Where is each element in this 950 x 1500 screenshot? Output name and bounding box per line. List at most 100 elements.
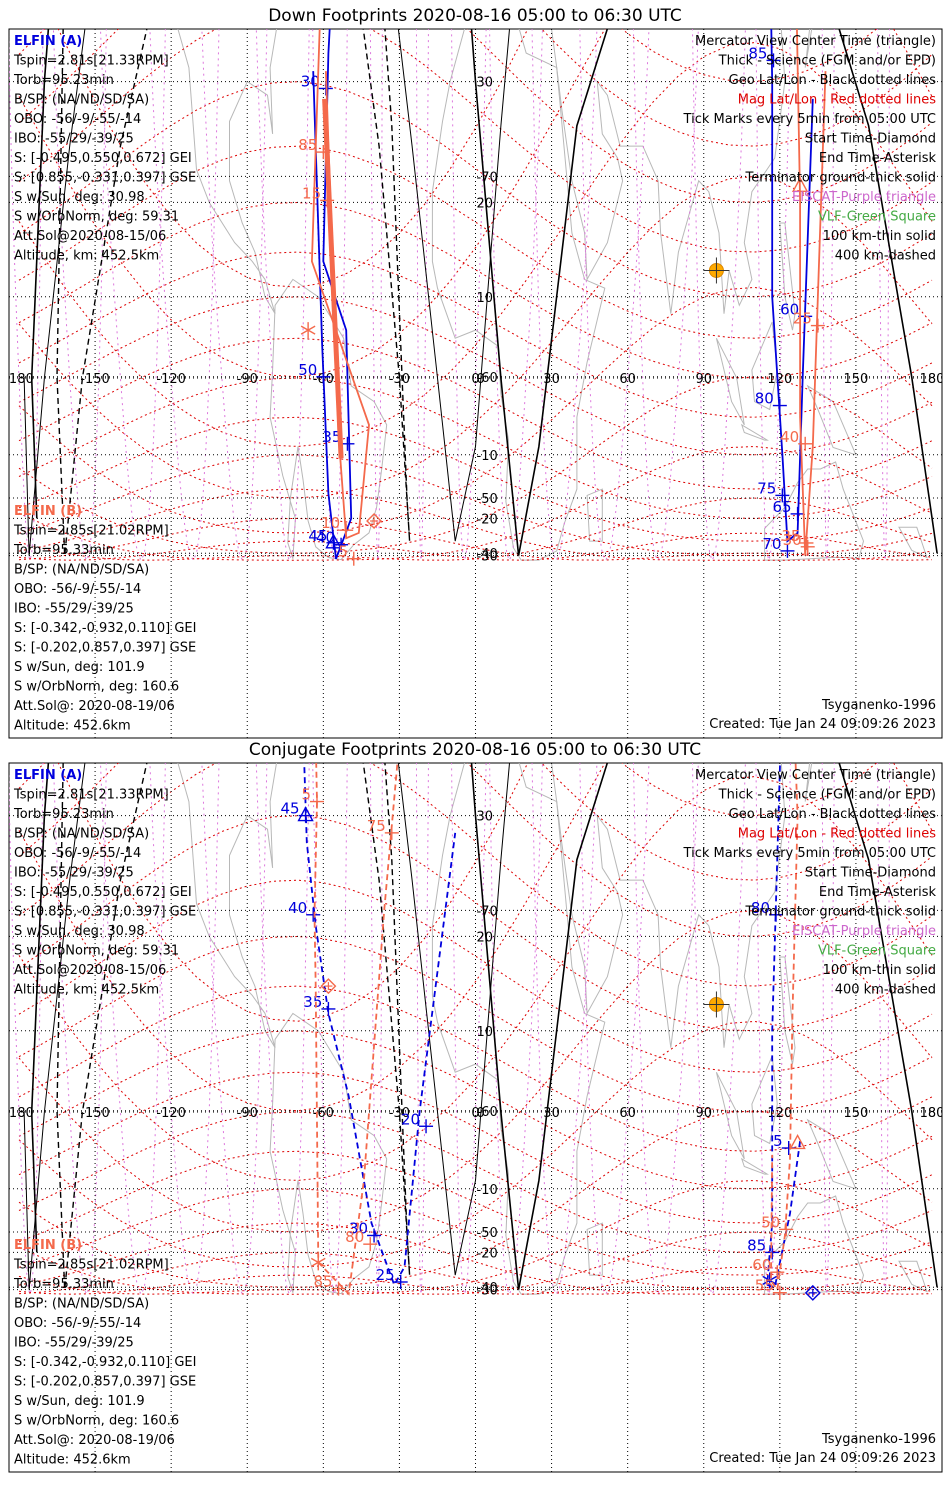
elfin-a-info-line: Att.Sol@2020-08-15/06: [14, 963, 166, 978]
coastline: [431, 29, 606, 561]
elfin-a-tick-label: 45: [280, 800, 299, 818]
elfin-a-info-line: OBO: -56/-9/-55/-14: [14, 846, 141, 861]
legend-line: Mag Lat/Lon - Red dotted lines: [738, 827, 936, 842]
elfin-b-tick-label: 10: [321, 514, 340, 532]
legend-line: Tick Marks every 5min from 05:00 UTC: [683, 112, 936, 127]
elfin-b-tick-label: 5: [338, 543, 348, 561]
legend-line: Mercator View Center Time (triangle): [695, 34, 936, 49]
lon-tick-label: -150: [80, 372, 110, 387]
legend-line: Tick Marks every 5min from 05:00 UTC: [683, 846, 936, 861]
lat-tick-label: -50: [477, 1226, 498, 1241]
lat-tick-label: -70: [477, 170, 498, 185]
elfin-b-info-line: S: [-0.202,0.857,0.397] GSE: [14, 1375, 196, 1390]
legend-line: Thick - Science (FGM and/or EPD): [718, 54, 936, 69]
elfin-a-center-triangle: [297, 806, 314, 822]
elfin-b-track: [310, 29, 370, 540]
lon-tick-label: 90: [695, 1106, 712, 1121]
elfin-b-center-triangle: [791, 176, 809, 192]
lon-tick-label: -30: [389, 1106, 410, 1121]
elfin-b-track: [313, 763, 399, 1296]
lon-tick-label: 0: [471, 1106, 479, 1121]
elfin-a-tick-label: 30: [349, 1219, 368, 1237]
elfin-a-info-line: S w/Sun, deg: 30.98: [14, 924, 145, 939]
elfin-b-tick-label: 35: [781, 527, 800, 545]
lat-tick-label: 0: [477, 372, 485, 387]
terminator-100km: [30, 763, 938, 1290]
legend-line: Terminator ground-thick solid: [745, 905, 937, 920]
lon-tick-label: -60: [313, 1106, 334, 1121]
lat-tick-label: -60: [477, 1105, 498, 1120]
elfin-b-header: ELFIN (B): [14, 504, 82, 519]
lon-tick-label: -120: [156, 372, 186, 387]
coastline: [551, 763, 786, 1048]
lon-tick-label: 120: [767, 372, 792, 387]
elfin-b-info-line: OBO: -56/-9/-55/-14: [14, 582, 141, 597]
lon-tick-label: -180: [4, 372, 34, 387]
lat-tick-label: -20: [477, 1246, 498, 1261]
elfin-a-info-line: Tspin=2.81s[21.33RPM]: [13, 54, 169, 69]
legend-line: End Time-Asterisk: [819, 885, 937, 900]
mag-lat-line: [18, 985, 933, 1152]
map-panel-conjugate: -180-150-120-90-60-300306090120150180706…: [4, 762, 943, 1473]
legend-line: VLF-Green Square: [818, 210, 936, 225]
map-panel-down: -180-150-120-90-60-300306090120150180706…: [4, 28, 945, 739]
lat-tick-label: -60: [477, 371, 498, 386]
lon-tick-label: -180: [4, 1106, 34, 1121]
mag-lat-line: [18, 497, 933, 561]
lat-tick-label: -20: [477, 512, 498, 527]
elfin-b-info-line: S w/Sun, deg: 101.9: [14, 660, 145, 675]
elfin-a-tick-label: 25: [376, 1266, 395, 1284]
lon-tick-label: 90: [695, 372, 712, 387]
mag-lon-line: [821, 763, 835, 1295]
mag-lat-line: [18, 1020, 933, 1268]
elfin-a-track: [312, 29, 353, 560]
elfin-a-tick-label: 50: [298, 361, 317, 379]
lat-tick-label: -10: [477, 1183, 498, 1198]
elfin-a-tick-label: 70: [762, 535, 781, 553]
lat-tick-label: 30: [477, 810, 494, 825]
coastline: [751, 321, 778, 411]
elfin-a-info-line: S: [0.855,-0.331,0.397] GSE: [14, 171, 196, 186]
elfin-a-info-line: B/SP: (NA/ND/SD/SA): [14, 827, 149, 842]
coastline: [551, 29, 786, 314]
elfin-a-track: [303, 763, 457, 1288]
mag-lat-line: [18, 1150, 933, 1276]
elfin-b-end-asterisk: [300, 325, 316, 335]
elfin-b-track: [796, 29, 827, 556]
legend-line: End Time-Asterisk: [819, 151, 937, 166]
panel-title: Down Footprints 2020-08-16 05:00 to 06:3…: [268, 6, 682, 26]
elfin-b-tick-label: 85: [313, 1273, 332, 1291]
lon-tick-label: 60: [619, 1106, 636, 1121]
lon-tick-label: 30: [543, 372, 560, 387]
coastline: [431, 763, 606, 1295]
mag-lat-line: [18, 29, 933, 378]
lon-tick-label: -120: [156, 1106, 186, 1121]
lon-tick-label: 30: [543, 1106, 560, 1121]
elfin-a-tick-label: 75: [757, 479, 776, 497]
elfin-a-info-line: Torb=95.23min: [13, 73, 114, 88]
mag-lon-line: [9, 29, 44, 563]
created-timestamp: Created: Tue Jan 24 09:09:26 2023: [709, 717, 936, 732]
elfin-b-info-line: S: [-0.342,-0.932,0.110] GEI: [14, 1355, 196, 1370]
elfin-a-info-line: S: [-0.495,0.550,0.672] GEI: [14, 151, 192, 166]
coastline: [586, 1222, 603, 1276]
elfin-a-info-line: S w/OrbNorm, deg: 59.31: [14, 210, 179, 225]
lat-tick-label: -30: [477, 1284, 498, 1299]
lon-tick-label: 180: [920, 372, 945, 387]
legend-line: 100 km-thin solid: [823, 963, 936, 978]
elfin-a-start-diamond: [804, 1284, 821, 1301]
elfin-a-info-line: Altitude, km: 452.5km: [14, 249, 159, 264]
mag-lon-line: [9, 763, 44, 1297]
elfin-a-info-line: IBO: -55/29/-39/25: [14, 866, 134, 881]
mag-lat-line: [18, 1231, 933, 1295]
terminator-400km: [56, 763, 411, 1290]
mag-lon-line: [415, 29, 429, 561]
lon-tick-label: -90: [237, 372, 258, 387]
lat-tick-label: -40: [477, 547, 498, 562]
elfin-b-info-line: Tspin=2.85s[21.02RPM]: [13, 524, 169, 539]
elfin-b-info-line: Att.Sol@: 2020-08-19/06: [14, 1433, 175, 1448]
model-label: Tsyganenko-1996: [821, 698, 936, 713]
elfin-b-start-diamond: [320, 978, 337, 995]
elfin-b-info-line: Att.Sol@: 2020-08-19/06: [14, 699, 175, 714]
lat-tick-label: -70: [477, 904, 498, 919]
